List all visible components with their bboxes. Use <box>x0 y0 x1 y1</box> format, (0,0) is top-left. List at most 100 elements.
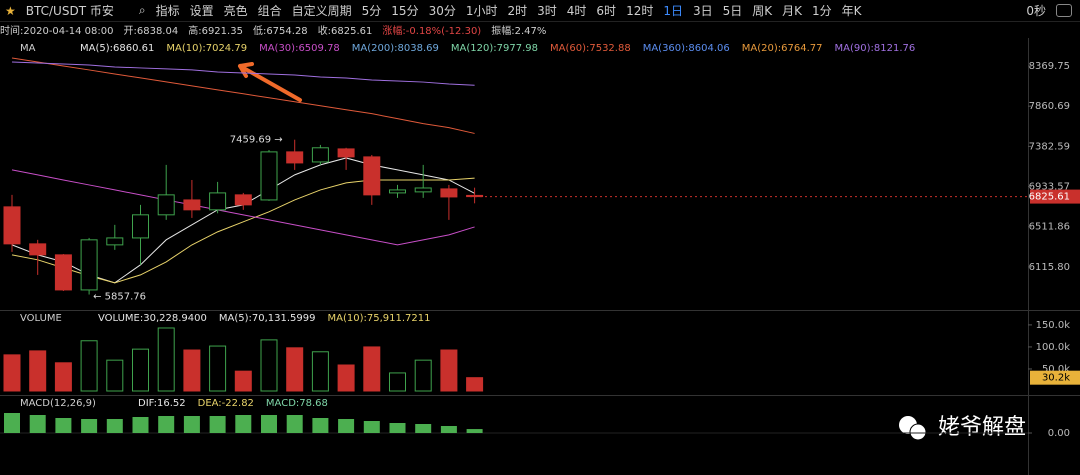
period-button[interactable]: 1日 <box>663 4 683 18</box>
tools: 指标 设置 亮色 组合 <box>151 2 287 19</box>
info-item: 开:6838.04 <box>123 26 179 37</box>
macd-bar <box>209 416 226 433</box>
volume-bar <box>80 340 98 392</box>
macd-bar <box>183 416 200 433</box>
legend-entry: MA(90):8121.76 <box>835 43 916 54</box>
info-bar: 时间:2020-04-14 08:00 开:6838.04 高:6921.35 低:6… <box>0 22 556 37</box>
periods: 自定义周期 5分 15分 30分 1小时 2时 3时 4时 6时 12时 1日 3日 5日 周K 月K 1分年… <box>287 2 867 19</box>
camera-icon[interactable] <box>1056 4 1072 17</box>
tool-button[interactable]: 指标 <box>155 4 180 18</box>
period-button[interactable]: 12时 <box>626 4 654 18</box>
volume-bar <box>440 349 458 392</box>
tool-button[interactable]: 组合 <box>257 4 282 18</box>
volume-bar <box>466 377 484 392</box>
legend-entry: MA(120):7977.98 <box>451 43 538 54</box>
candle-body <box>29 243 47 256</box>
candle-body <box>183 199 201 211</box>
info-item: 收:6825.61 <box>317 26 373 37</box>
macd-bar <box>29 415 46 433</box>
legend-entry: MA(5):6860.61 <box>80 43 154 54</box>
macd-bar <box>440 426 457 433</box>
legend-entry: VOLUME:30,228.9400 <box>98 313 207 324</box>
candle-body <box>106 237 124 246</box>
search-icon[interactable]: ⌕ <box>138 3 146 17</box>
tool-button[interactable]: 设置 <box>189 4 214 18</box>
volume-bar <box>363 346 381 392</box>
watermark-text: 姥爷解盘 <box>938 415 1026 440</box>
candle-body <box>209 192 227 211</box>
legend-entry: MA(30):6509.78 <box>259 43 340 54</box>
period-button[interactable]: 自定义周期 <box>291 4 352 18</box>
legend-entry: DEA:-22.82 <box>198 398 254 409</box>
volume-bar <box>234 370 252 392</box>
y-tick-label: 6933.57 <box>1029 182 1070 193</box>
volume-bar <box>414 359 432 392</box>
legend-entry: MA(20):6764.77 <box>742 43 823 54</box>
volume-bar <box>183 349 201 392</box>
candle-body <box>3 206 21 245</box>
candle-body <box>132 214 149 239</box>
period-button[interactable]: 2时 <box>507 4 528 18</box>
tool-button[interactable]: 亮色 <box>223 4 248 18</box>
macd-bar <box>389 423 406 433</box>
volume-bar <box>29 350 47 392</box>
info-item: 振幅:2.47% <box>491 26 547 37</box>
macd-bar <box>363 421 380 433</box>
period-button[interactable]: 6时 <box>596 4 617 18</box>
volume-bar <box>389 372 406 392</box>
panel-title: MA <box>20 43 36 54</box>
candle-body <box>363 156 381 196</box>
y-tick-label: 7382.59 <box>1029 141 1070 152</box>
ma-line <box>11 57 475 134</box>
candle-body <box>466 194 484 198</box>
min-label: ← 5857.76 <box>93 292 146 303</box>
y-tick-label: 0.00 <box>1048 428 1070 439</box>
panel-title: MACD(12,26,9) <box>20 398 96 409</box>
current-volume-box <box>1030 370 1080 385</box>
period-button[interactable]: 3日 <box>692 4 713 18</box>
period-button[interactable]: 5分 <box>361 4 382 18</box>
macd-bar <box>286 415 303 433</box>
legend-entry: MACD:78.68 <box>266 398 328 409</box>
volume-bar <box>337 364 355 392</box>
macd-bar <box>55 418 72 433</box>
candle-body <box>80 239 98 291</box>
info-item: 时间:2020-04-14 08:00 <box>0 26 114 37</box>
period-button[interactable]: 4时 <box>566 4 587 18</box>
ma-line <box>11 169 475 246</box>
period-button[interactable]: 3时 <box>537 4 557 18</box>
period-button[interactable]: 1小时 <box>465 4 498 18</box>
max-label: 7459.69 → <box>230 135 283 146</box>
period-button[interactable]: 1分 <box>812 4 832 18</box>
volume-bar <box>286 347 304 392</box>
candle-body <box>157 194 175 216</box>
macd-bar <box>312 418 329 433</box>
period-button[interactable]: 5日 <box>722 4 743 18</box>
candle-body <box>389 189 406 194</box>
macd-bar <box>415 424 432 433</box>
symbol[interactable]: BTC/USDT 币安 <box>25 4 114 18</box>
volume-bar <box>54 362 72 392</box>
ma-line <box>11 61 475 86</box>
y-tick-label: 6115.80 <box>1029 262 1070 273</box>
period-button[interactable]: 周K <box>752 4 773 18</box>
volume-bar <box>157 327 175 392</box>
panel-title: VOLUME <box>20 313 62 324</box>
star-icon[interactable]: ★ <box>5 3 16 18</box>
macd-bar <box>106 419 123 433</box>
period-button[interactable]: 年K <box>841 4 862 18</box>
macd-bar <box>466 429 483 433</box>
candle-body <box>286 151 304 164</box>
volume-bar <box>132 348 149 392</box>
legend-entry: MA(5):70,131.5999 <box>219 313 316 324</box>
macd-bar <box>261 415 277 433</box>
period-button[interactable]: 15分 <box>391 4 419 18</box>
period-button[interactable]: 30分 <box>428 4 456 18</box>
legend-entry: MA(200):8038.69 <box>352 43 439 54</box>
period-button[interactable]: 月K <box>782 4 803 18</box>
timer: 0秒 <box>1026 4 1046 18</box>
current-volume: 30.2k <box>1042 373 1070 384</box>
macd-bar <box>132 417 149 433</box>
